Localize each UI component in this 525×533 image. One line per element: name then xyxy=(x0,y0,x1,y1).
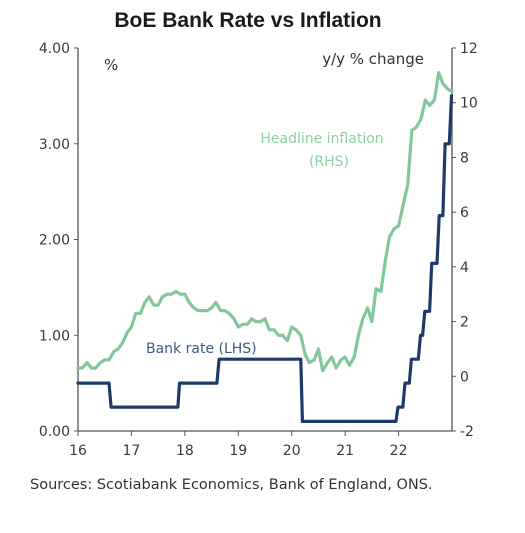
left-tick-label: 0.00 xyxy=(39,424,70,440)
x-tick-label: 19 xyxy=(229,443,247,459)
right-tick-label: 0 xyxy=(460,369,469,385)
right-tick-label: -2 xyxy=(460,424,474,440)
right-tick-label: 6 xyxy=(460,205,469,221)
right-tick-label: 10 xyxy=(460,96,478,112)
right-tick-label: 4 xyxy=(460,260,469,276)
series-group xyxy=(76,71,454,423)
left-tick-label: 3.00 xyxy=(39,137,70,153)
x-tick-label: 17 xyxy=(123,443,141,459)
right-tick-label: 2 xyxy=(460,315,469,331)
right-axis-unit-label: y/y % change xyxy=(322,50,424,68)
x-tick-label: 21 xyxy=(336,443,354,459)
axes-group: 0.00 1.00 2.00 3.00 4.00 -2 0 2 4 6 8 10 12 16 17 18 19 2… xyxy=(39,41,478,459)
right-tick-label: 12 xyxy=(460,41,478,57)
left-tick-label: 1.00 xyxy=(39,328,70,344)
right-tick-label: 8 xyxy=(460,150,469,166)
left-axis-unit-label: % xyxy=(104,56,118,74)
x-tick-label: 22 xyxy=(390,443,408,459)
bank-rate-line xyxy=(76,94,454,423)
left-tick-label: 2.00 xyxy=(39,233,70,249)
inflation-annotation-line2: (RHS) xyxy=(309,154,349,170)
inflation-line xyxy=(76,71,454,373)
left-tick-label: 4.00 xyxy=(39,41,70,57)
x-tick-label: 20 xyxy=(283,443,301,459)
x-tick-label: 16 xyxy=(69,443,87,459)
chart-canvas: BoE Bank Rate vs Inflation 0.00 1.00 2.00 3… xyxy=(39,9,478,459)
chart-title: BoE Bank Rate vs Inflation xyxy=(114,9,381,32)
inflation-annotation-line1: Headline inflation xyxy=(260,131,383,147)
bank-rate-annotation: Bank rate (LHS) xyxy=(146,341,257,357)
x-tick-label: 18 xyxy=(176,443,194,459)
source-note: Sources: Scotiabank Economics, Bank of E… xyxy=(30,477,433,493)
